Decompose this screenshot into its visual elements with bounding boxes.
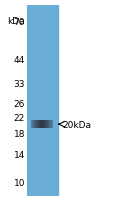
Text: 18: 18 — [14, 130, 25, 139]
Text: 26: 26 — [14, 99, 25, 108]
Text: 20kDa: 20kDa — [62, 120, 92, 129]
Text: 14: 14 — [14, 150, 25, 159]
Text: 44: 44 — [14, 56, 25, 65]
Text: 10: 10 — [14, 178, 25, 187]
Text: 33: 33 — [14, 80, 25, 88]
Text: 70: 70 — [14, 18, 25, 26]
Text: kDa: kDa — [8, 17, 25, 26]
Bar — [27, 6, 58, 196]
Text: 22: 22 — [14, 113, 25, 122]
